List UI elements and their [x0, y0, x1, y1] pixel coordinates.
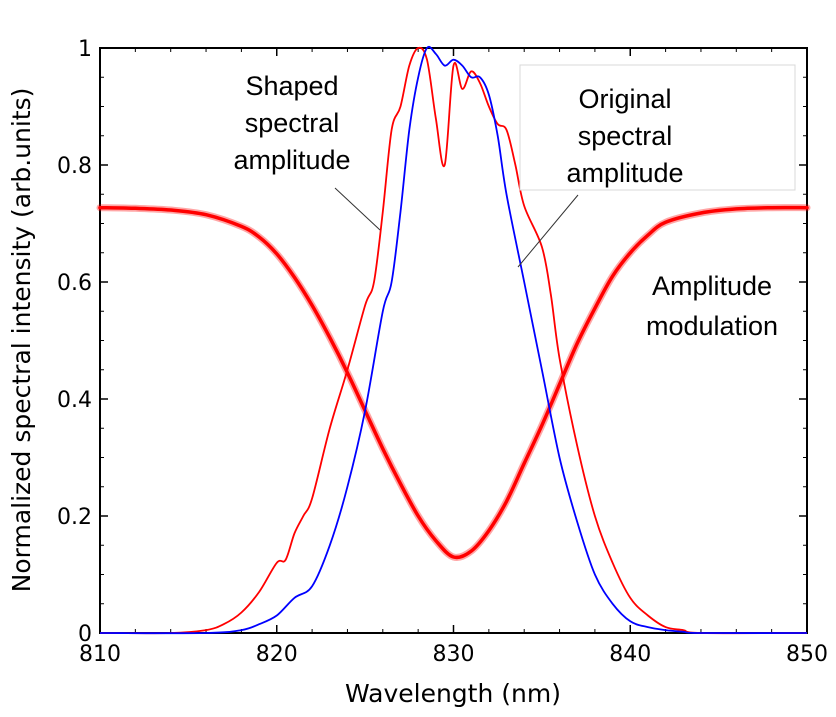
y-axis-ticks: 0 0.2 0.4 0.6 0.8 1: [57, 37, 807, 647]
x-axis-ticks: 810 820 830 840 850: [79, 48, 828, 667]
x-tick-label: 820: [256, 642, 298, 667]
amplitude-modulation-line-glow: [96, 204, 811, 561]
original-annotation-line-2: spectral: [578, 121, 673, 151]
y-tick-label: 0.8: [57, 154, 92, 179]
x-axis-title: Wavelength (nm): [345, 679, 561, 708]
y-tick-label: 0: [78, 622, 92, 647]
shaped-annotation-line-2: spectral: [245, 108, 340, 138]
x-tick-label: 840: [609, 642, 651, 667]
y-axis-title: Normalized spectral intensity (arb.units…: [7, 88, 36, 593]
series-layer: [96, 45, 811, 635]
modulation-annotation-line-1: Amplitude: [652, 271, 772, 301]
x-tick-label: 830: [433, 642, 475, 667]
original-annotation-line-3: amplitude: [566, 158, 683, 188]
x-tick-label: 850: [786, 642, 828, 667]
y-tick-label: 0.6: [57, 271, 92, 296]
shaped-annotation: Shaped spectral amplitude: [233, 71, 350, 175]
shaped-spectrum-line: [99, 46, 808, 635]
modulation-annotation: Amplitude modulation: [646, 271, 778, 341]
shaped-leader-line: [334, 187, 381, 231]
shaped-annotation-line-1: Shaped: [245, 71, 338, 101]
shaped-annotation-line-3: amplitude: [233, 145, 350, 175]
y-tick-label: 1: [78, 37, 92, 62]
original-leader-line: [517, 194, 579, 268]
y-tick-label: 0.4: [57, 388, 92, 413]
modulation-annotation-line-2: modulation: [646, 311, 778, 341]
original-annotation-line-1: Original: [578, 84, 671, 114]
original-annotation: Original spectral amplitude: [566, 84, 683, 188]
y-tick-label: 0.2: [57, 505, 92, 530]
x-tick-label: 810: [79, 642, 121, 667]
original-annotation-box: [519, 64, 796, 191]
amplitude-modulation-line: [98, 205, 809, 560]
original-spectrum-line: [99, 45, 808, 635]
